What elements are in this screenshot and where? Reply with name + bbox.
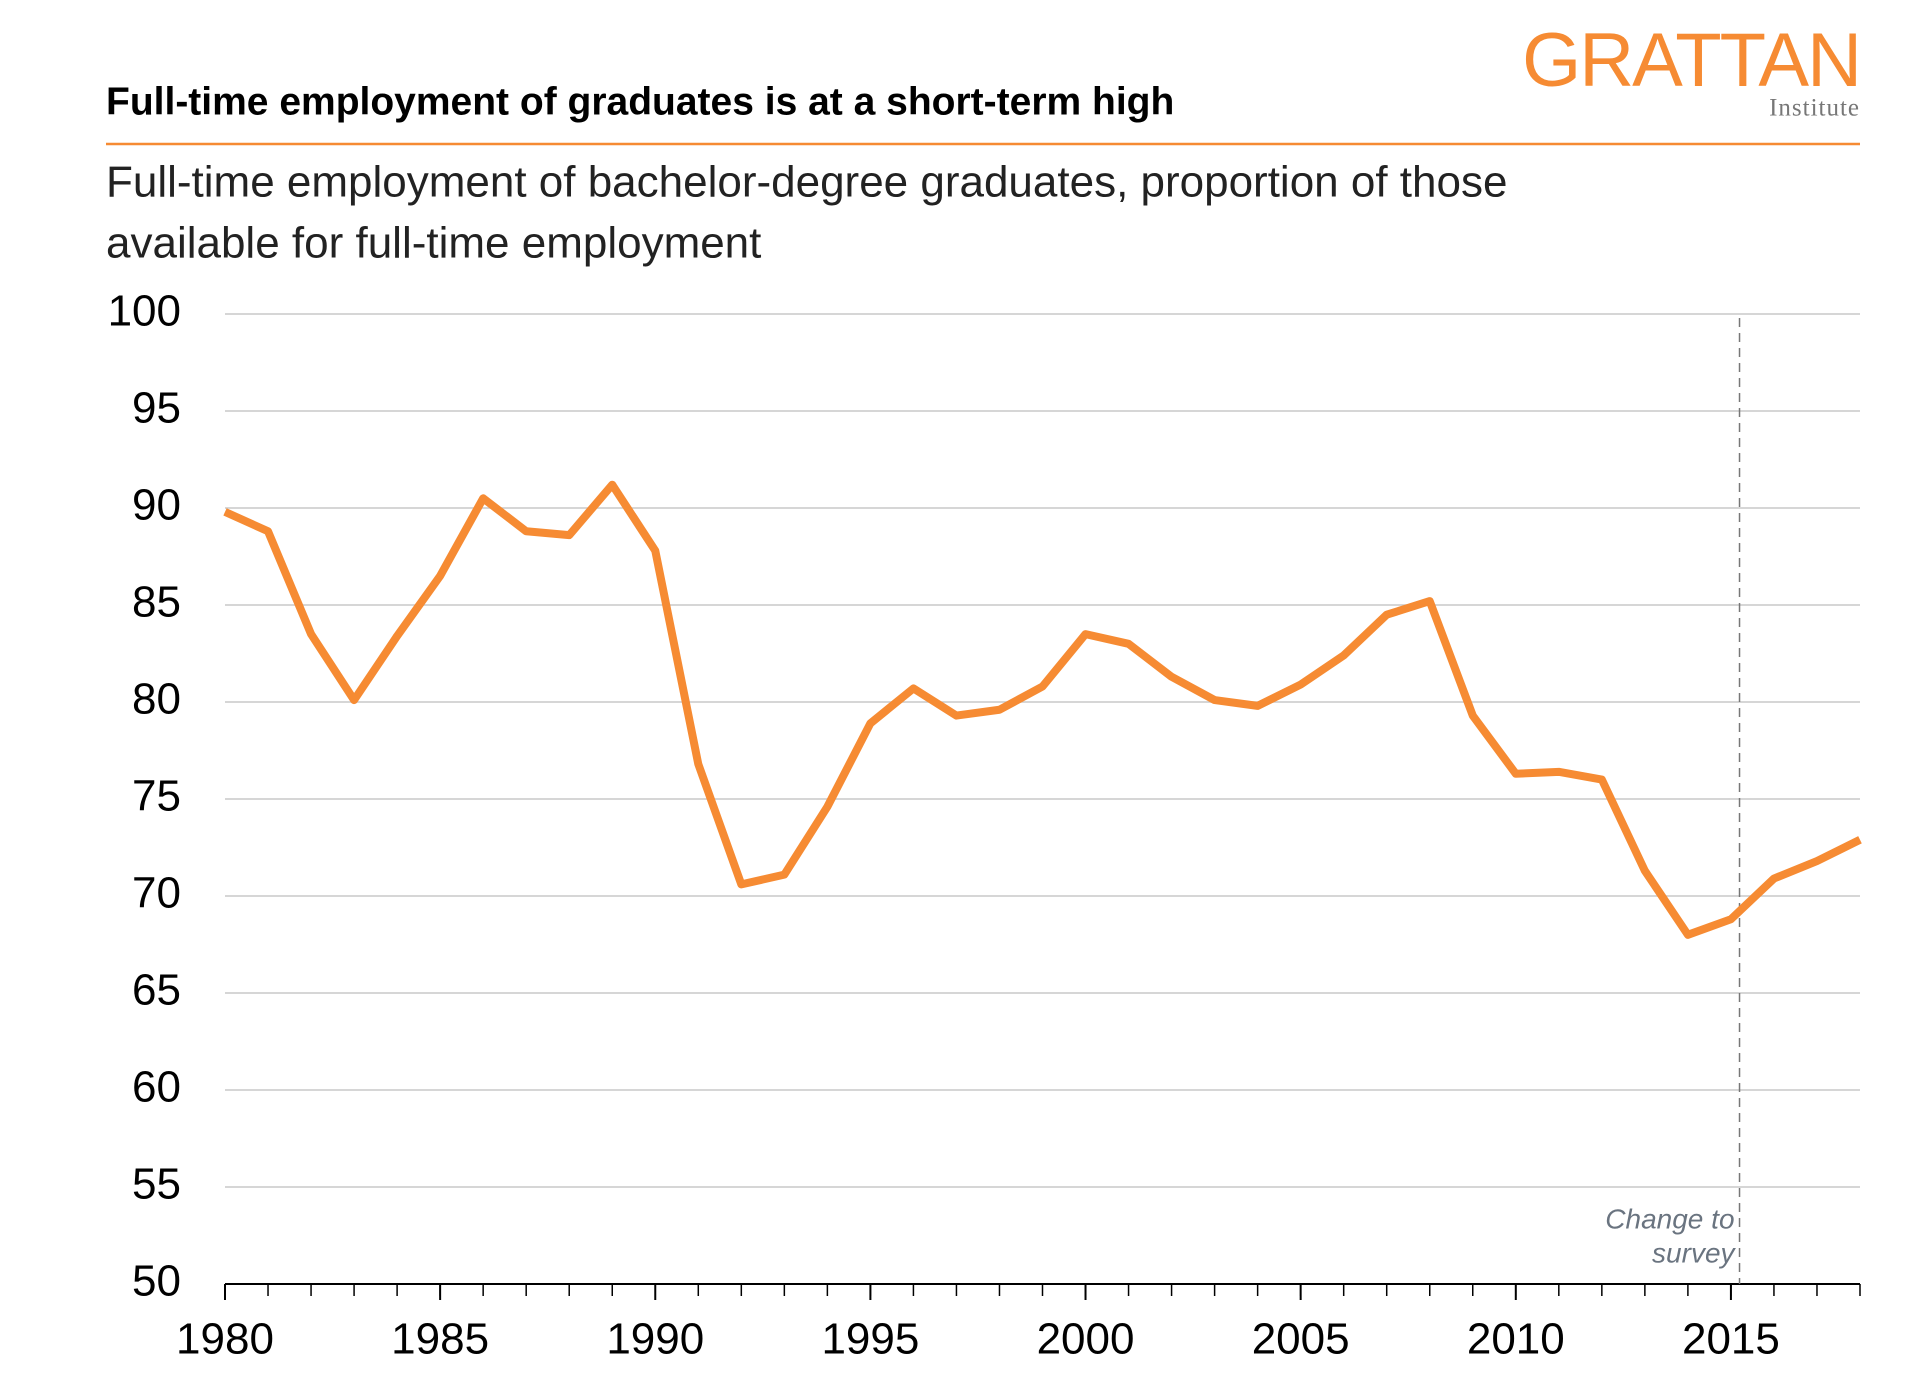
y-tick-label: 65 [132,966,181,1015]
x-tick-label: 1985 [391,1315,489,1364]
subtitle: Full-time employment of bachelor-degree … [106,158,1507,207]
y-tick-label: 50 [132,1257,181,1306]
annotation: Change to [1605,1203,1734,1234]
logo-name: GRATTAN [1522,18,1860,103]
y-tick-label: 55 [132,1160,181,1209]
x-tick-label: 1995 [821,1315,919,1364]
x-tick-label: 2015 [1682,1315,1780,1364]
y-tick-label: 70 [132,869,181,918]
data-line [223,480,1862,939]
logo-sub: Institute [1769,95,1860,122]
y-tick-label: 80 [132,675,181,724]
x-tick-label: 1980 [176,1315,274,1364]
y-tick-label: 90 [132,481,181,530]
y-tick-label: 100 [108,287,181,336]
x-tick-label: 2010 [1467,1315,1565,1364]
y-tick-label: 85 [132,578,181,627]
x-tick-label: 2005 [1252,1315,1350,1364]
x-tick-label: 2000 [1037,1315,1135,1364]
subtitle: available for full-time employment [106,219,761,268]
y-tick-label: 95 [132,384,181,433]
x-tick-label: 1990 [606,1315,704,1364]
y-tick-label: 60 [132,1063,181,1112]
y-tick-label: 75 [132,772,181,821]
annotation: survey [1652,1237,1736,1268]
chart-title: Full-time employment of graduates is at … [106,80,1174,123]
